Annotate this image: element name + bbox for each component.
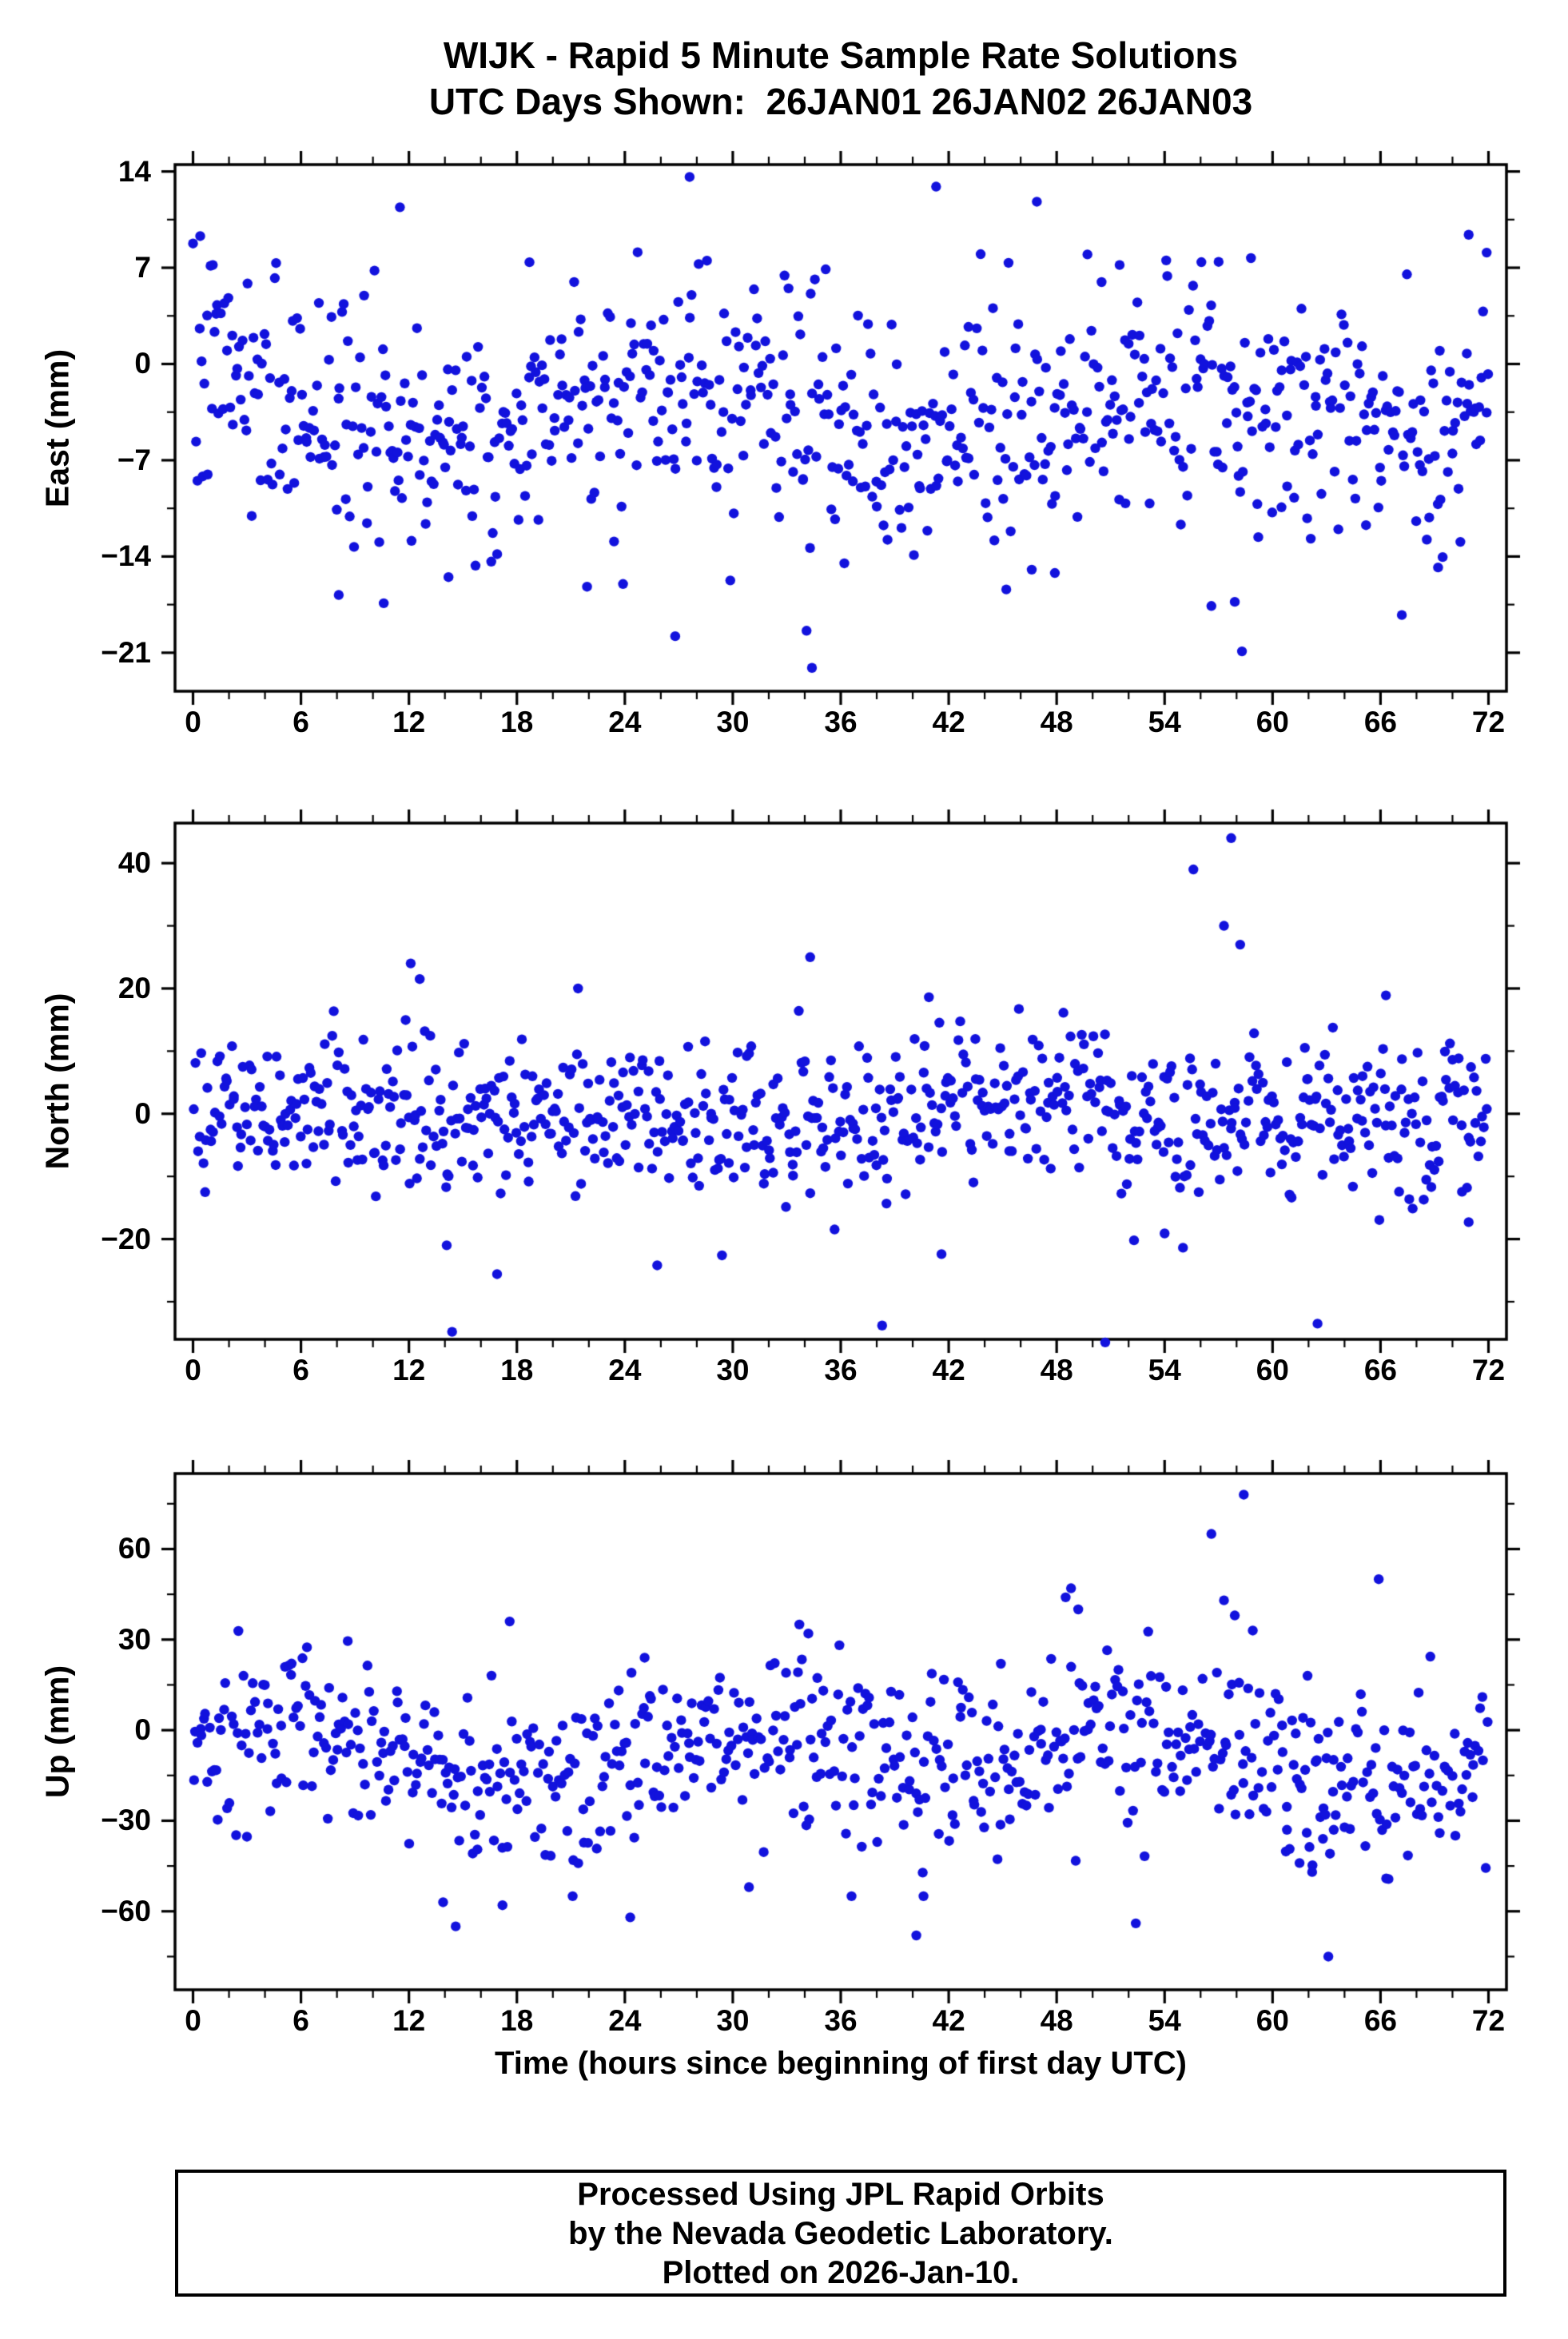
x-tick-label: 18 <box>500 2004 534 2037</box>
y-tick-label: 20 <box>117 971 151 1004</box>
x-axis-label: Time (hours since beginning of first day… <box>495 2046 1187 2081</box>
x-tick-label: 12 <box>392 2004 426 2037</box>
x-tick-label: 18 <box>500 706 534 738</box>
x-tick-label: 6 <box>293 706 309 738</box>
x-tick-label: 66 <box>1363 706 1397 738</box>
chart-title-line2: UTC Days Shown: 26JAN01 26JAN02 26JAN03 <box>428 81 1253 122</box>
y-tick-label: −60 <box>101 1894 151 1927</box>
scatter-canvas-east <box>148 137 1534 718</box>
x-tick-label: 36 <box>824 1354 858 1386</box>
x-tick-label: 72 <box>1471 1354 1506 1386</box>
x-tick-label: 12 <box>392 1354 426 1386</box>
x-tick-label: 72 <box>1471 2004 1506 2037</box>
y-tick-label: 14 <box>117 154 151 188</box>
footer-line2: by the Nevada Geodetic Laboratory. <box>568 2216 1113 2251</box>
x-tick-label: 48 <box>1040 706 1073 738</box>
x-tick-label: 48 <box>1040 1354 1073 1386</box>
x-tick-label: 30 <box>716 1354 750 1386</box>
x-tick-label: 30 <box>716 2004 750 2037</box>
footer-line1: Processed Using JPL Rapid Orbits <box>577 2177 1104 2212</box>
x-tick-label: 0 <box>185 1354 201 1386</box>
x-tick-label: 60 <box>1256 706 1289 738</box>
x-tick-label: 36 <box>824 706 858 738</box>
y-tick-label: 0 <box>134 1096 151 1130</box>
x-tick-label: 66 <box>1363 2004 1397 2037</box>
y-tick-label: 0 <box>134 347 151 380</box>
x-tick-label: 42 <box>932 706 965 738</box>
x-tick-label: 66 <box>1363 1354 1397 1386</box>
x-tick-label: 6 <box>293 1354 309 1386</box>
x-tick-label: 48 <box>1040 2004 1073 2037</box>
x-tick-label: 72 <box>1471 706 1506 738</box>
x-tick-label: 54 <box>1148 2004 1181 2037</box>
y-tick-label: −14 <box>101 539 151 573</box>
y-tick-label: 0 <box>134 1713 151 1747</box>
footer-line3: Plotted on 2026-Jan-10. <box>662 2255 1020 2290</box>
y-tick-label: −7 <box>117 443 151 476</box>
x-tick-label: 12 <box>392 706 426 738</box>
y-tick-label: 30 <box>117 1622 151 1656</box>
x-tick-label: 18 <box>500 1354 534 1386</box>
y-tick-label: 40 <box>117 846 151 880</box>
x-tick-label: 42 <box>932 2004 965 2037</box>
x-tick-label: 30 <box>716 706 750 738</box>
x-tick-label: 24 <box>608 2004 642 2037</box>
x-tick-label: 54 <box>1148 1354 1181 1386</box>
scatter-canvas-north <box>148 796 1534 1366</box>
chart-title: WIJK - Rapid 5 Minute Sample Rate Soluti… <box>175 32 1506 125</box>
scatter-canvas-up <box>148 1446 1534 2017</box>
x-tick-label: 24 <box>608 706 642 738</box>
x-tick-label: 6 <box>293 2004 309 2037</box>
x-tick-label: 0 <box>185 706 201 738</box>
x-tick-label: 54 <box>1148 706 1181 738</box>
x-tick-label: 36 <box>824 2004 858 2037</box>
x-tick-label: 0 <box>185 2004 201 2037</box>
y-tick-label: −30 <box>101 1804 151 1837</box>
x-tick-label: 60 <box>1256 1354 1289 1386</box>
y-tick-label: 60 <box>117 1532 151 1565</box>
y-tick-label: −21 <box>101 635 151 669</box>
footer-box: Processed Using JPL Rapid Orbits by the … <box>175 2170 1506 2297</box>
y-tick-label: −20 <box>101 1222 151 1255</box>
y-tick-label: 7 <box>134 251 151 284</box>
chart-title-line1: WIJK - Rapid 5 Minute Sample Rate Soluti… <box>443 34 1239 76</box>
x-tick-label: 24 <box>608 1354 642 1386</box>
x-tick-label: 42 <box>932 1354 965 1386</box>
x-tick-label: 60 <box>1256 2004 1289 2037</box>
